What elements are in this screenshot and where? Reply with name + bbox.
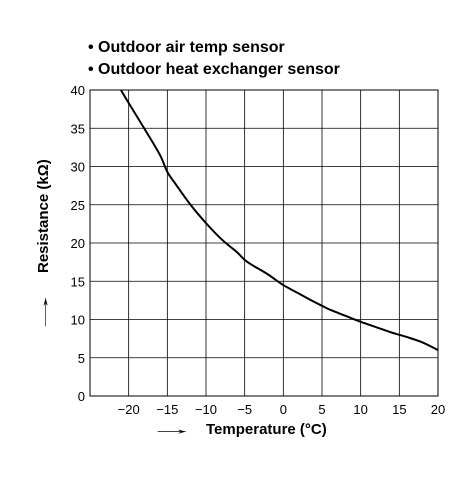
y-tick-label: 0 — [78, 389, 85, 404]
x-tick-label: 5 — [318, 402, 325, 417]
plot-frame — [89, 89, 439, 397]
x-tick-label: 20 — [431, 402, 445, 417]
x-axis-ticks: −20 −15 −10 −5 0 5 10 15 20 — [118, 402, 446, 417]
series — [120, 89, 439, 351]
y-axis-label: Resistance (kΩ) — [35, 159, 52, 273]
y-tick-label: 30 — [71, 160, 85, 175]
grid — [90, 89, 439, 397]
x-tick-label: −10 — [195, 402, 217, 417]
x-tick-label: 0 — [280, 402, 287, 417]
y-tick-label: 15 — [71, 274, 85, 289]
x-axis-arrow: → — [148, 421, 196, 438]
y-tick-label: 10 — [71, 313, 85, 328]
y-tick-label: 40 — [71, 83, 85, 98]
y-tick-label: 20 — [71, 236, 85, 251]
y-axis-arrow: → — [35, 288, 52, 336]
x-tick-label: −20 — [118, 402, 140, 417]
legend: • Outdoor air temp sensor • Outdoor heat … — [88, 39, 340, 78]
x-tick-label: 15 — [392, 402, 406, 417]
x-tick-label: −15 — [156, 402, 178, 417]
legend-entry: • Outdoor air temp sensor — [88, 39, 285, 56]
x-tick-label: 10 — [353, 402, 367, 417]
x-axis-label: Temperature (°C) — [206, 421, 327, 438]
legend-entry: • Outdoor heat exchanger sensor — [88, 61, 340, 78]
y-tick-label: 35 — [71, 121, 85, 136]
x-tick-label: −5 — [237, 402, 252, 417]
resistance-curve — [120, 89, 439, 351]
y-axis-ticks: 0 5 10 15 20 25 30 35 40 — [71, 83, 85, 404]
y-tick-label: 5 — [78, 351, 85, 366]
y-tick-label: 25 — [71, 198, 85, 213]
